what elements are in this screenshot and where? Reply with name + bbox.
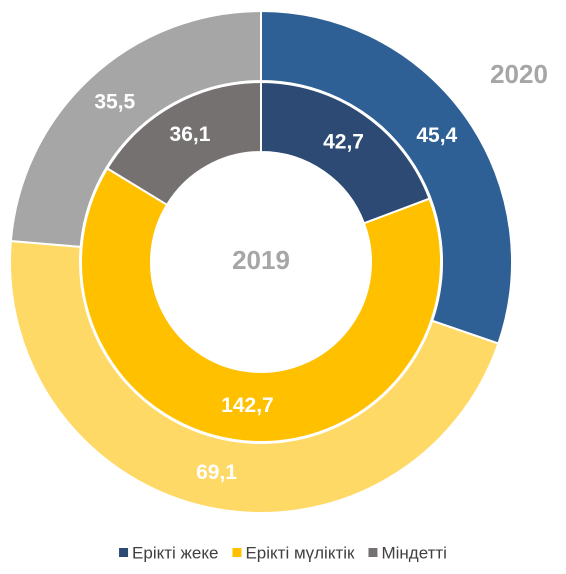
donut-segment (9, 239, 500, 514)
data-label: 142,7 (221, 394, 274, 417)
donut-segment (80, 167, 442, 443)
legend-label: Ерікті жеке (132, 543, 218, 562)
data-label: 36,1 (170, 123, 211, 146)
ring-label: 2019 (232, 245, 290, 275)
ring-label: 2020 (490, 59, 548, 89)
data-label: 35,5 (94, 91, 135, 114)
legend-label: Ерікті мүліктік (245, 543, 355, 562)
donut-segment (9, 9, 262, 248)
donut-segment (260, 9, 513, 345)
legend-swatch (368, 548, 378, 557)
data-label: 69,1 (196, 461, 237, 484)
data-label: 42,7 (323, 130, 364, 153)
legend-swatch (232, 548, 242, 557)
legend-swatch (119, 548, 129, 557)
data-label: 45,4 (416, 124, 457, 147)
legend-label: Міндетті (381, 543, 447, 562)
